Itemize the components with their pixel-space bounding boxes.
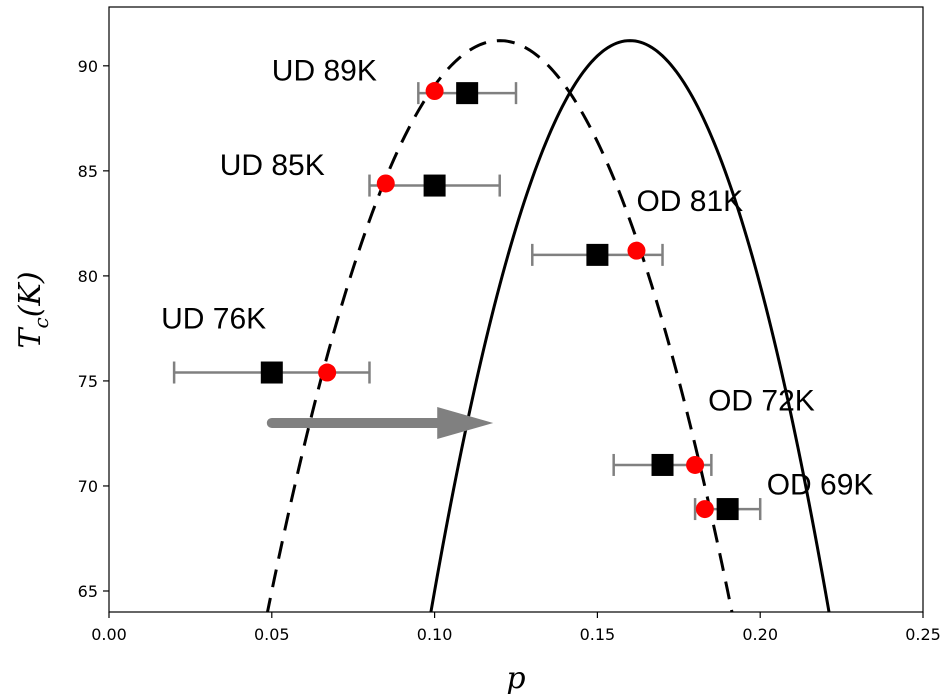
- circle-marker: [627, 241, 646, 260]
- x-tick-label: 0.05: [254, 625, 290, 644]
- y-tick-label: 75: [78, 372, 98, 391]
- y-tick-label: 80: [78, 267, 98, 286]
- dashed-curve: [265, 39, 734, 612]
- y-axis-ticks: 65 70 75 80 85 90: [78, 57, 109, 601]
- x-tick-label: 0.10: [417, 625, 453, 644]
- x-tick-label: 0.15: [580, 625, 616, 644]
- y-tick-label: 65: [78, 582, 98, 601]
- annotation-label: OD 81K: [636, 185, 743, 218]
- y-tick-label: 85: [78, 162, 98, 181]
- square-marker: [651, 453, 674, 476]
- annotation-label: OD 69K: [767, 468, 874, 501]
- square-marker: [456, 82, 479, 105]
- annotation-label: UD 76K: [161, 302, 266, 335]
- x-tick-label: 0.20: [742, 625, 778, 644]
- y-tick-label: 90: [78, 57, 98, 76]
- square-marker: [423, 174, 446, 197]
- circle-marker: [376, 174, 395, 193]
- x-tick-label: 0.25: [905, 625, 941, 644]
- annotation-label: OD 72K: [708, 384, 815, 417]
- x-tick-label: 0.00: [91, 625, 127, 644]
- y-axis-title-main: T: [13, 327, 48, 349]
- circle-marker: [686, 455, 705, 474]
- circle-marker: [318, 363, 337, 382]
- annotation-label: UD 85K: [220, 149, 325, 182]
- curves: [265, 39, 831, 612]
- y-tick-label: 70: [78, 477, 98, 496]
- arrow-layer: [266, 406, 494, 439]
- circle-marker: [425, 82, 444, 101]
- y-axis-title-rest: (K): [13, 271, 48, 317]
- y-axis-title-sub: c: [29, 317, 53, 328]
- annotation-label: UD 89K: [272, 55, 377, 88]
- square-marker: [260, 361, 283, 384]
- circle-markers: [318, 82, 714, 519]
- annotations: UD 89K UD 85K UD 76K OD 81K OD 72K OD 69K: [161, 55, 873, 502]
- y-axis-title: Tc(K): [13, 271, 53, 348]
- circle-marker: [695, 500, 714, 519]
- arrow-head: [437, 406, 494, 439]
- x-axis-title: p: [506, 661, 525, 694]
- square-marker: [586, 243, 609, 266]
- plot-area: [108, 6, 924, 613]
- solid-curve: [429, 39, 831, 612]
- square-marker: [716, 498, 739, 521]
- x-axis-ticks: 0.00 0.05 0.10 0.15 0.20 0.25: [91, 612, 941, 644]
- square-markers: [260, 82, 739, 521]
